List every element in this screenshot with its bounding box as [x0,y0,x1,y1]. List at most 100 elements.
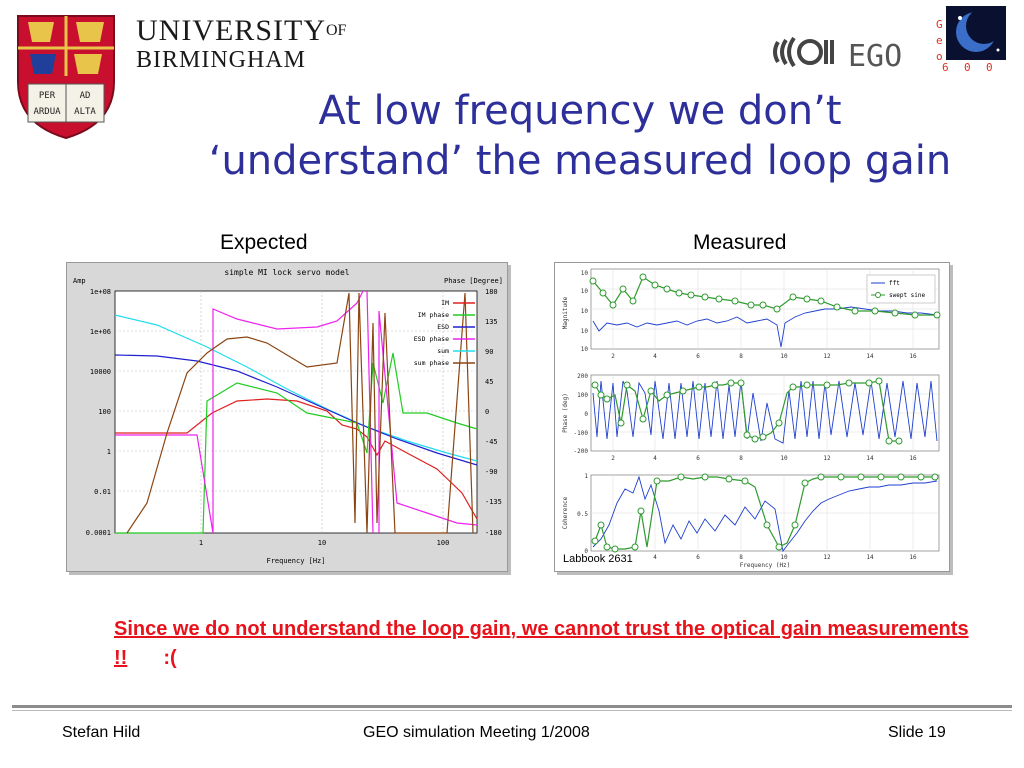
exp-rtick-8: -135 [485,498,502,506]
exp-ytick-7: 0.0001 [86,529,111,537]
footer-meeting: GEO simulation Meeting 1/2008 [363,724,590,741]
warning-face: :( [163,647,177,669]
mag-xtick-7: 14 [866,353,874,360]
coh-xtick-7: 14 [866,554,874,561]
exp-rtick-9: -180 [485,529,502,537]
expected-x-label: Frequency [Hz] [266,557,325,565]
ph-xtick-6: 12 [823,455,831,462]
meas-xlabel: Frequency (Hz) [740,562,791,569]
geo-digit-0a: 0 [964,61,971,74]
exp-rtick-4: 45 [485,378,493,386]
coherence-subplot: 1 0.5 0 Coherence 4 6 8 10 12 14 [562,473,940,569]
ego-waves-icon [773,36,834,68]
phase-subplot: 200 100 0 -100 -200 Phase (deg) 2 4 6 [562,373,940,462]
ph-ytick-2: 100 [577,392,588,399]
ego-logo-text: EGO [848,39,902,74]
mag-ytick-2: 10 [581,288,589,295]
geo-letter-o: o [936,50,943,63]
footer-slide-number: Slide 19 [888,724,946,741]
mag-ytick-4: 10 [581,328,589,335]
ph-xtick-8: 16 [909,455,917,462]
expected-plot: simple MI lock servo model Amp Phase [De… [66,262,508,572]
ph-ytick-1: 200 [577,373,588,380]
coh-ytick-2: 0.5 [577,511,588,518]
ego-geo-logos: EGO G e o 6 0 0 [773,6,1006,74]
expected-plot-area [114,290,478,534]
exp-rtick-7: -90 [485,468,498,476]
warning-message: Since we do not understand the loop gain… [114,618,969,669]
expected-curves [114,290,478,534]
ph-ytick-5: -200 [574,448,589,455]
mag-ylabel: Magnitude [562,296,569,329]
exp-rtick-6: -45 [485,438,498,446]
measured-plot: 10 10 10 10 10 Magnitude [554,262,950,572]
ph-ytick-4: -100 [574,430,589,437]
warning-text: Since we do not understand the loop gain… [114,615,974,673]
labbook-reference: Labbook 2631 [563,553,633,565]
coh-ytick-3: 0 [584,548,588,555]
measured-legend: fft swept sine [866,274,936,304]
ph-ylabel: Phase (deg) [562,393,569,433]
exp-xtick-1: 1 [199,539,203,547]
geo-letter-e: e [936,34,943,47]
exp-xtick-2: 10 [318,539,326,547]
footer-divider-thin [12,710,1012,711]
measured-label: Measured [693,231,787,254]
coh-xtick-4: 8 [739,554,743,561]
ph-xtick-4: 8 [739,455,743,462]
mag-xtick-8: 16 [909,353,917,360]
university-of: OF [326,22,347,39]
crest-motto-1: PER [39,91,56,101]
exp-rtick-3: 90 [485,348,493,356]
meas-legend-swept: swept sine [889,292,926,299]
university-crest-logo: PER AD ARDUA ALTA [17,15,115,140]
slide-title: At low frequency we don’t ‘understand’ t… [140,86,1020,186]
mag-xtick-4: 8 [739,353,743,360]
coh-ylabel: Coherence [562,496,569,529]
coh-ytick-1: 1 [584,473,588,480]
expected-plot-title: simple MI lock servo model [224,268,349,277]
crest-motto-2: AD [80,91,91,101]
magnitude-subplot: 10 10 10 10 10 Magnitude [562,268,941,360]
mag-ytick-1: 10 [581,270,589,277]
coh-xtick-2: 4 [653,554,657,561]
ph-xtick-5: 10 [780,455,788,462]
ph-xtick-3: 6 [696,455,700,462]
ph-ytick-3: 0 [584,411,588,418]
geo-digit-6: 6 [942,61,949,74]
exp-legend-sum: sum [437,347,449,355]
coh-xtick-8: 16 [909,554,917,561]
expected-x-ticks: 1 10 100 [199,539,449,547]
exp-xtick-3: 100 [437,539,450,547]
university-name: UNIVERSITYOF BIRMINGHAM [136,16,346,74]
meas-legend-fft: fft [889,280,900,287]
coh-xtick-5: 10 [780,554,788,561]
exp-rtick-1: 180 [485,288,498,296]
ph-xtick-2: 4 [653,455,657,462]
expected-grid [115,291,477,533]
curve-sum [114,314,478,462]
mag-ytick-5: 10 [581,346,589,353]
expected-plot-svg: simple MI lock servo model Amp Phase [De… [67,263,507,571]
exp-ytick-1: 1e+08 [90,288,111,296]
exp-ytick-4: 100 [98,408,111,416]
expected-y-left-label: Amp [73,277,86,285]
footer-author: Stefan Hild [62,724,141,741]
curve-im [115,398,478,520]
exp-legend-esd: ESD [437,323,449,331]
ph-xtick-7: 14 [866,455,874,462]
exp-legend-im-phase: IM phase [418,311,449,319]
expected-label: Expected [220,231,308,254]
expected-y-right-ticks: 180 135 90 45 0 -45 -90 -135 -180 [485,288,502,537]
geo-letter-g: G [936,18,943,31]
mag-xtick-5: 10 [780,353,788,360]
university-line2: BIRMINGHAM [136,47,307,73]
curve-im-phase [115,352,478,534]
expected-y-left-ticks: 1e+08 1e+06 10000 100 1 0.01 0.0001 [86,288,111,537]
slide-title-line2: ‘understand’ the measured loop gain [208,138,952,184]
crest-motto-3: ARDUA [33,107,61,117]
footer-divider [12,705,1012,708]
coh-xtick-3: 6 [696,554,700,561]
slide-title-line1: At low frequency we don’t [318,88,842,134]
measured-plot-svg: 10 10 10 10 10 Magnitude [562,268,941,569]
